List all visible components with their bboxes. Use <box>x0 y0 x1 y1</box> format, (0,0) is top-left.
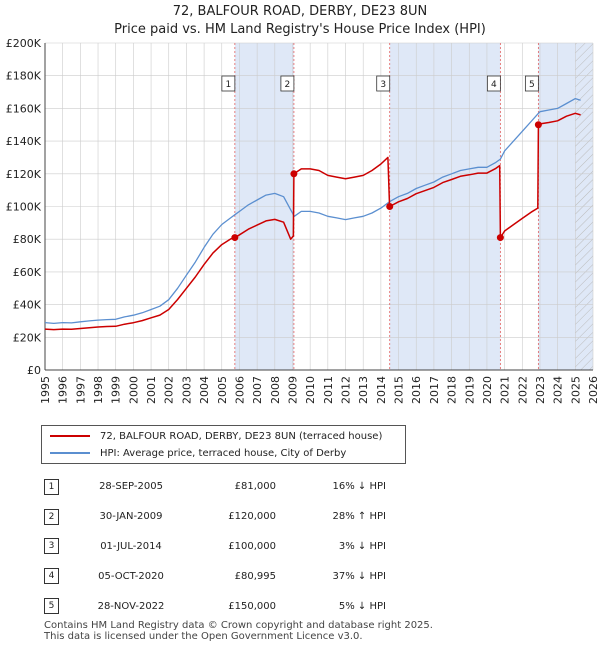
sale-hpi-diff: 16% ↓ HPI <box>332 481 386 493</box>
sale-label-box <box>280 75 295 92</box>
x-tick-label: 1998 <box>92 376 105 404</box>
x-tick-label: 2016 <box>410 376 423 404</box>
sale-number-badge: 4 <box>44 568 59 585</box>
hpi-series-line <box>44 97 581 325</box>
x-tick-label: 2008 <box>269 376 282 404</box>
x-tick-label: 2006 <box>233 376 246 404</box>
x-tick-label: 2009 <box>286 376 299 404</box>
x-tick-label: 1997 <box>74 376 87 404</box>
sale-hpi-diff: 3% ↓ HPI <box>338 540 386 552</box>
y-tick-label: £100K <box>6 201 42 214</box>
sale-number-badge: 3 <box>44 538 59 555</box>
x-tick-label: 2007 <box>251 376 264 404</box>
x-tick-label: 2000 <box>127 376 140 404</box>
sale-price: £120,000 <box>228 511 276 523</box>
legend: 72, BALFOUR ROAD, DERBY, DE23 8UN (terra… <box>41 425 406 464</box>
sale-number-badge: 1 <box>44 478 59 495</box>
sale-label: 3 <box>380 80 386 90</box>
sale-date: 01-JUL-2014 <box>100 540 162 552</box>
x-tick-label: 1996 <box>57 376 70 404</box>
sale-price: £150,000 <box>228 600 276 612</box>
legend-item-property: 72, BALFOUR ROAD, DERBY, DE23 8UN (terra… <box>50 428 382 444</box>
sale-date: 05-OCT-2020 <box>98 570 164 582</box>
sale-number-badge: 5 <box>44 598 59 615</box>
sale-label: 1 <box>225 80 231 90</box>
x-tick-label: 2005 <box>216 376 229 404</box>
x-tick-label: 2018 <box>446 376 459 404</box>
sale-price: £100,000 <box>228 540 276 552</box>
y-tick-label: £200K <box>6 37 42 50</box>
legend-label-property: 72, BALFOUR ROAD, DERBY, DE23 8UN (terra… <box>100 430 383 442</box>
x-tick-label: 2011 <box>322 376 335 404</box>
table-row: 4 05-OCT-2020 £80,995 37% ↓ HPI <box>44 561 386 591</box>
x-tick-label: 2012 <box>340 376 353 404</box>
footer-licence: This data is licensed under the Open Gov… <box>44 631 363 642</box>
price-chart: £0 £20K £40K £60K £80K £100K £120K £140K £160K £1… <box>6 37 600 404</box>
y-tick-label: £180K <box>6 70 42 83</box>
legend-swatch-hpi <box>50 452 90 454</box>
sale-label: 5 <box>529 80 535 90</box>
sale-point <box>496 234 504 242</box>
sale-hpi-diff: 5% ↓ HPI <box>338 600 386 612</box>
sale-date: 30-JAN-2009 <box>99 511 163 523</box>
sale-hpi-diff: 28% ↑ HPI <box>332 511 386 523</box>
footer: Contains HM Land Registry data © Crown c… <box>44 620 433 642</box>
sale-point <box>231 234 239 242</box>
sale-label-box <box>221 75 236 92</box>
x-tick-label: 1995 <box>39 376 52 404</box>
sale-price: £81,000 <box>234 481 276 493</box>
x-tick-label: 2010 <box>304 376 317 404</box>
x-tick-label: 2015 <box>393 376 406 404</box>
y-tick-label: £20K <box>13 331 42 344</box>
sale-point <box>386 203 394 210</box>
sale-date: 28-NOV-2022 <box>97 600 165 612</box>
table-row: 2 30-JAN-2009 £120,000 28% ↑ HPI <box>44 502 386 532</box>
sale-price: £80,995 <box>234 570 276 582</box>
x-tick-label: 1999 <box>110 376 123 404</box>
y-tick-label: £80K <box>13 233 42 246</box>
x-tick-label: 2020 <box>481 376 494 404</box>
x-tick-label: 2021 <box>499 376 512 404</box>
x-tick-label: 2025 <box>569 376 582 404</box>
sale-point <box>290 170 298 178</box>
sale-label-box <box>486 75 501 92</box>
y-tick-label: £140K <box>6 135 42 148</box>
sales-table: 1 28-SEP-2005 £81,000 16% ↓ HPI 2 30-JAN… <box>44 472 386 621</box>
x-tick-label: 2023 <box>534 376 547 404</box>
sale-hpi-diff: 37% ↓ HPI <box>332 570 386 582</box>
chart-title: 72, BALFOUR ROAD, DERBY, DE23 8UN <box>172 4 428 19</box>
x-tick-label: 2022 <box>516 376 529 404</box>
x-tick-label: 2004 <box>198 376 211 404</box>
x-tick-label: 2026 <box>587 376 600 404</box>
legend-label-hpi: HPI: Average price, terraced house, City… <box>100 447 347 459</box>
sale-number-badge: 2 <box>44 508 59 525</box>
chart-subtitle: Price paid vs. HM Land Registry's House … <box>114 22 486 37</box>
x-tick-label: 2002 <box>163 376 176 404</box>
sale-point <box>534 121 542 129</box>
x-tick-label: 2019 <box>463 376 476 404</box>
x-tick-label: 2001 <box>145 376 158 404</box>
y-tick-label: £120K <box>6 168 42 181</box>
x-tick-label: 2014 <box>375 376 388 404</box>
sale-date: 28-SEP-2005 <box>99 481 163 493</box>
y-tick-label: £40K <box>13 299 42 312</box>
x-tick-label: 2017 <box>428 376 441 404</box>
legend-item-hpi: HPI: Average price, terraced house, City… <box>50 445 346 461</box>
x-tick-label: 2003 <box>180 376 193 404</box>
y-tick-label: £0 <box>27 364 41 377</box>
sale-label: 2 <box>285 80 291 90</box>
footer-copyright: Contains HM Land Registry data © Crown c… <box>44 620 433 631</box>
y-tick-label: £60K <box>13 266 42 279</box>
table-row: 5 28-NOV-2022 £150,000 5% ↓ HPI <box>44 591 386 621</box>
sale-label: 4 <box>491 80 497 90</box>
x-tick-label: 2024 <box>552 376 565 404</box>
x-tick-label: 2013 <box>357 376 370 404</box>
sale-label-box <box>524 75 539 92</box>
table-row: 1 28-SEP-2005 £81,000 16% ↓ HPI <box>44 472 386 502</box>
table-row: 3 01-JUL-2014 £100,000 3% ↓ HPI <box>44 532 386 562</box>
y-tick-label: £160K <box>6 102 42 115</box>
legend-swatch-property <box>50 435 90 437</box>
sale-label-box <box>376 75 391 92</box>
